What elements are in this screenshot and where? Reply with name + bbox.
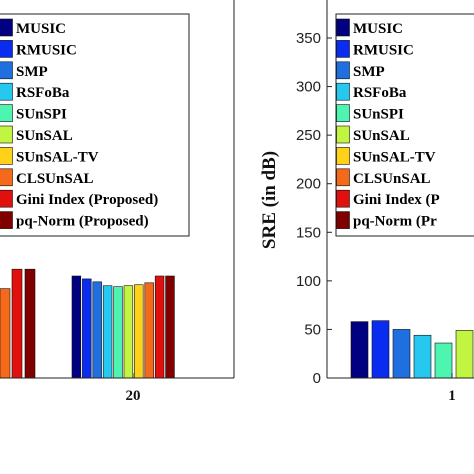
left-legend-label-sunsal-tv: SUnSAL-TV xyxy=(16,149,99,165)
right-legend-label-sunspi: SUnSPI xyxy=(353,107,404,123)
right-legend-swatch-sunspi xyxy=(336,104,350,122)
left-legend-label-pq-norm-proposed: pq-Norm (Proposed) xyxy=(16,214,149,230)
left-legend-swatch-music xyxy=(0,18,13,37)
left-prev-group-bar xyxy=(24,268,36,379)
left-legend-label-music: MUSIC xyxy=(16,21,66,37)
left-prev-group-bar xyxy=(0,288,11,379)
right-legend-label-rmusic: RMUSIC xyxy=(353,42,414,58)
right-legend-label-smp: SMP xyxy=(353,64,385,80)
left-bar-smp xyxy=(92,281,102,379)
right-y-tick-label: 50 xyxy=(304,321,321,338)
right-legend-box xyxy=(335,13,474,237)
right-legend-label-sunsal: SUnSAL xyxy=(353,128,410,144)
right-legend-swatch-pq-norm-pr xyxy=(336,211,350,229)
left-legend-swatch-clsunsal xyxy=(0,168,13,187)
left-legend-swatch-pq-norm-proposed xyxy=(0,211,13,229)
left-legend-label-rmusic: RMUSIC xyxy=(16,42,77,58)
left-legend-swatch-sunsal xyxy=(0,125,13,144)
right-legend-swatch-clsunsal xyxy=(336,168,350,187)
right-bar-sunspi xyxy=(434,342,453,379)
right-bar-smp xyxy=(392,329,411,379)
left-legend-swatch-gini-index-proposed xyxy=(0,189,13,208)
right-legend-swatch-rsfoba xyxy=(336,82,350,101)
left-legend-label-sunsal: SUnSAL xyxy=(16,128,73,144)
right-y-tick-label: 350 xyxy=(296,30,321,47)
left-legend-swatch-sunspi xyxy=(0,104,13,122)
left-bar-clsunsal xyxy=(144,282,154,379)
left-legend-label-rsfoba: RSFoBa xyxy=(16,85,70,101)
left-legend-swatch-rmusic xyxy=(0,40,13,58)
left-bar-sunsal-tv xyxy=(134,284,144,379)
left-panel: 20 MUSIC RMUSIC SMP RSFoBa SUnSPI SUnSAL SUnSA… xyxy=(0,0,235,404)
right-legend-label-rsfoba: RSFoBa xyxy=(353,85,407,101)
left-legend-label-clsunsal: CLSUnSAL xyxy=(16,171,94,187)
right-legend-label-gini-index-p: Gini Index (P xyxy=(353,192,440,208)
right-legend-label-sunsal-tv: SUnSAL-TV xyxy=(353,149,436,165)
left-bar-pq-norm-proposed xyxy=(165,275,175,379)
right-y-tick-label: 100 xyxy=(296,273,321,290)
right-y-tick-label: 0 xyxy=(313,370,321,387)
right-legend-label-clsunsal: CLSUnSAL xyxy=(353,171,431,187)
left-legend: MUSIC RMUSIC SMP RSFoBa SUnSPI SUnSAL SUnSAL-T… xyxy=(0,13,190,237)
left-bars xyxy=(0,268,175,379)
right-legend: MUSIC RMUSIC SMP RSFoBa SUnSPI SUnSAL SUnSAL-T… xyxy=(335,13,474,237)
left-bar-rmusic xyxy=(82,278,92,379)
left-bar-rsfoba xyxy=(102,285,113,379)
left-bar-music xyxy=(71,275,82,379)
right-legend-swatch-sunsal xyxy=(336,125,350,144)
right-legend-label-music: MUSIC xyxy=(353,21,403,37)
left-category-label: 20 xyxy=(126,388,141,404)
right-legend-label-pq-norm-pr: pq-Norm (Pr xyxy=(353,214,437,230)
right-legend-swatch-music xyxy=(336,18,350,37)
left-legend-label-smp: SMP xyxy=(16,64,48,80)
left-legend-swatch-sunsal-tv xyxy=(0,147,13,165)
right-bars xyxy=(350,320,474,379)
right-y-axis-title: SRE (in dB) xyxy=(259,151,280,249)
left-prev-group-bar xyxy=(11,268,23,379)
right-panel: 0 50 100 150 200 250 300 350 1 SRE (in dB) MUSI… xyxy=(259,0,474,404)
right-bar-music xyxy=(350,321,369,379)
left-bar-gini-index-proposed xyxy=(154,275,165,379)
right-bar-rsfoba xyxy=(413,334,432,379)
left-legend-label-gini-index-proposed: Gini Index (Proposed) xyxy=(16,192,158,208)
left-legend-label-sunspi: SUnSPI xyxy=(16,107,67,123)
left-legend-swatch-smp xyxy=(0,61,13,80)
right-bar-rmusic xyxy=(371,320,390,379)
right-legend-swatch-rmusic xyxy=(336,40,350,58)
right-category-label: 1 xyxy=(448,388,456,404)
right-y-tick-label: 150 xyxy=(296,224,321,241)
right-y-tick-label: 300 xyxy=(296,79,321,96)
left-legend-box xyxy=(0,13,190,237)
right-legend-swatch-sunsal-tv xyxy=(336,147,350,165)
right-y-tick-label: 200 xyxy=(296,176,321,193)
right-legend-swatch-smp xyxy=(336,61,350,80)
left-legend-swatch-rsfoba xyxy=(0,82,13,101)
right-y-axis: 0 50 100 150 200 250 300 350 xyxy=(296,0,332,387)
right-bar-sunsal xyxy=(455,330,474,379)
right-y-tick-label: 250 xyxy=(296,127,321,144)
left-bar-sunsal xyxy=(123,285,134,379)
left-bar-sunspi xyxy=(113,286,123,379)
right-legend-swatch-gini-index-p xyxy=(336,189,350,208)
